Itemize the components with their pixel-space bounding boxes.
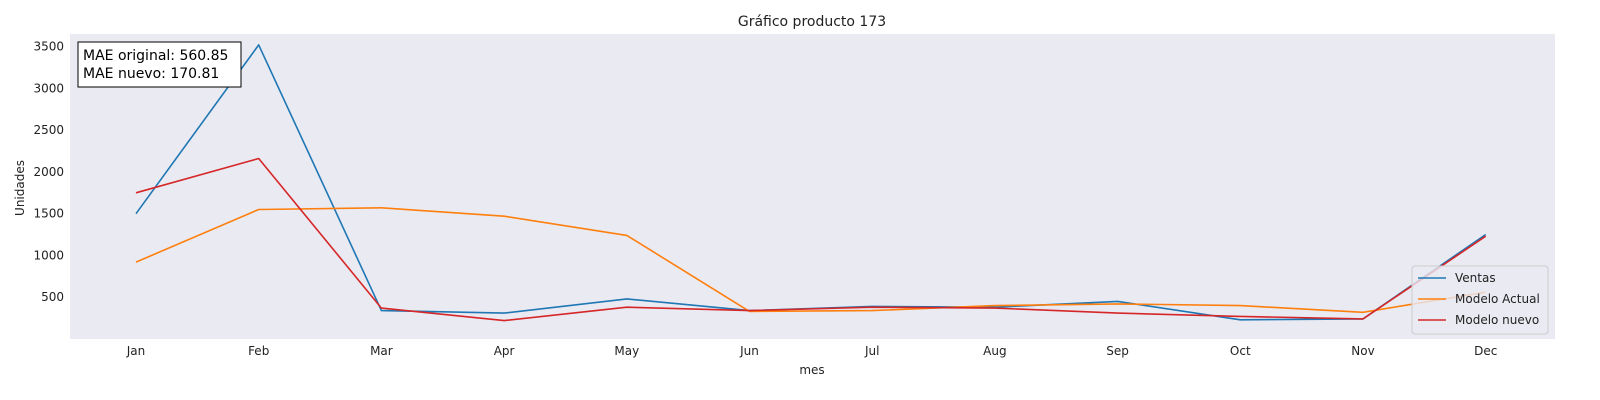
- x-tick-label-jun: Jun: [739, 344, 759, 358]
- y-axis-label: Unidades: [13, 160, 27, 216]
- annotation-box: [77, 41, 242, 88]
- y-tick-label-500: 500: [41, 290, 64, 304]
- series-line-modelo-nuevo: [135, 157, 1487, 322]
- y-tick-label-1500: 1500: [33, 207, 64, 221]
- annotation-mae-nuevo: MAE nuevo: 170.81: [83, 66, 219, 82]
- y-tick-label-2000: 2000: [33, 165, 64, 179]
- x-tick-label-nov: Nov: [1351, 344, 1374, 358]
- x-tick-label-oct: Oct: [1230, 344, 1251, 358]
- legend-label-modelo-nuevo: Modelo nuevo: [1455, 313, 1539, 327]
- x-tick-label-dec: Dec: [1474, 344, 1497, 358]
- x-tick-label-jul: Jul: [864, 344, 879, 358]
- chart-title: Gráfico producto 173: [738, 14, 886, 30]
- y-tick-labels: 500 1000 1500 2000 2500 3000 3500: [33, 40, 64, 305]
- legend-label-ventas: Ventas: [1455, 271, 1496, 285]
- x-tick-label-apr: Apr: [494, 344, 515, 358]
- legend-box: [1411, 265, 1549, 335]
- mae-annotation: MAE original: 560.85 MAE nuevo: 170.81: [77, 41, 242, 88]
- x-axis-label: mes: [799, 363, 824, 377]
- annotation-mae-original: MAE original: 560.85: [83, 48, 228, 64]
- plot-area: [70, 34, 1555, 339]
- series-line-modelo-actual: [135, 207, 1486, 314]
- x-tick-label-mar: Mar: [370, 344, 393, 358]
- y-tick-label-3500: 3500: [33, 40, 64, 54]
- x-tick-label-aug: Aug: [983, 344, 1006, 358]
- y-tick-label-3000: 3000: [33, 81, 64, 95]
- legend: Ventas Modelo Actual Modelo nuevo: [1411, 265, 1549, 335]
- series-lines: [135, 44, 1487, 322]
- legend-label-modelo-actual: Modelo Actual: [1455, 292, 1540, 306]
- y-tick-label-1000: 1000: [33, 248, 64, 262]
- x-tick-label-feb: Feb: [248, 344, 269, 358]
- y-tick-label-2500: 2500: [33, 123, 64, 137]
- x-tick-label-jan: Jan: [126, 344, 146, 358]
- x-tick-label-sep: Sep: [1106, 344, 1129, 358]
- x-tick-labels: Jan Feb Mar Apr May Jun Jul Aug Sep Oct Nov Dec: [126, 344, 1498, 358]
- x-tick-label-may: May: [614, 344, 639, 358]
